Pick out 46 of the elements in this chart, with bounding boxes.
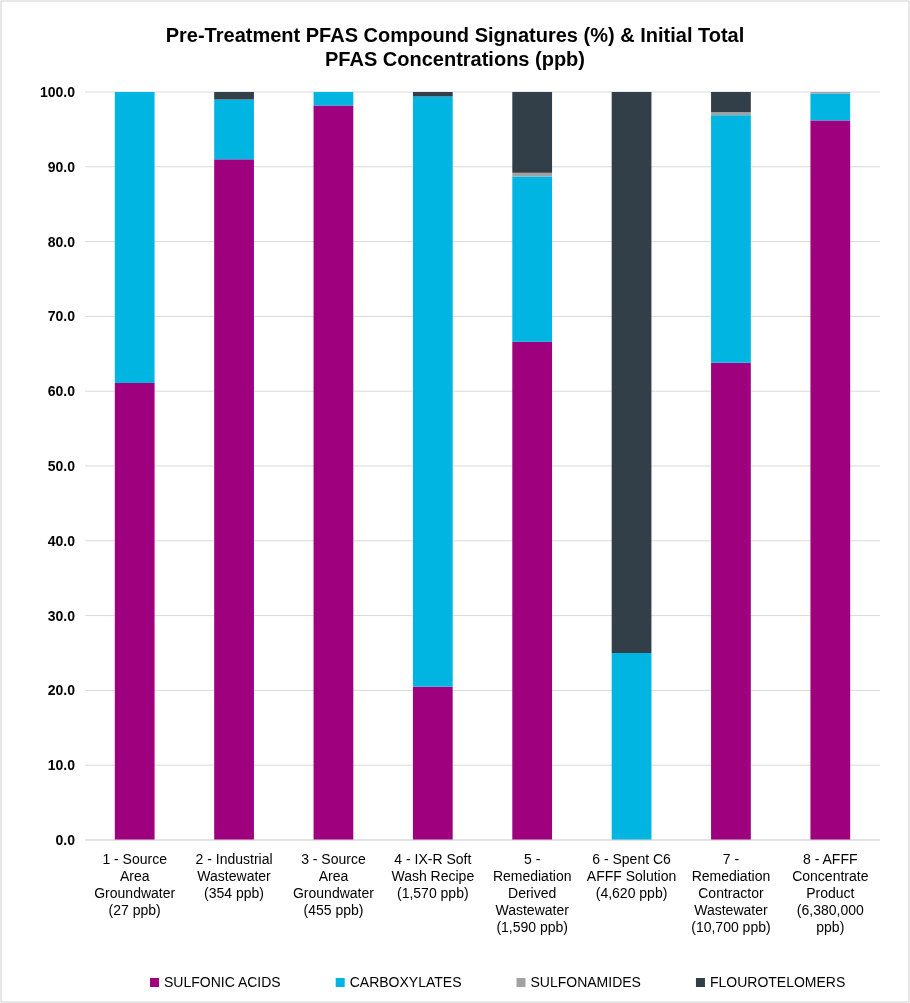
bar xyxy=(412,92,453,97)
y-tick-label: 30.0 xyxy=(47,607,76,624)
y-tick-label: 70.0 xyxy=(47,308,76,325)
bar xyxy=(611,92,652,653)
y-tick-label: 60.0 xyxy=(47,383,76,400)
bar xyxy=(412,686,453,840)
legend-label: SULFONIC ACIDS xyxy=(164,974,281,990)
y-tick-label: 20.0 xyxy=(47,682,76,699)
bar xyxy=(711,362,751,840)
y-tick-label: 40.0 xyxy=(47,532,76,549)
bar xyxy=(114,92,155,383)
x-tick-label: 6 - Spent C6 AFFF Solution (4,620 ppb) xyxy=(586,851,677,901)
bar xyxy=(114,382,155,840)
bar xyxy=(711,112,751,116)
bar xyxy=(810,120,851,840)
bar xyxy=(412,96,453,687)
bar xyxy=(512,172,553,177)
y-tick-label: 80.0 xyxy=(47,233,76,250)
x-tick-label: 3 - Source Area Groundwater (455 ppb) xyxy=(292,851,375,918)
x-tick-label: 5 - Remediation Derived Wastewater (1,590 ppb) xyxy=(492,851,572,935)
x-tick-label: 2 - Industrial Wastewater (354 ppb) xyxy=(195,851,273,901)
y-tick-label: 100.0 xyxy=(39,83,76,100)
bar xyxy=(711,115,751,363)
bar xyxy=(214,99,254,160)
bar xyxy=(313,92,354,106)
x-tick-label: 7 - Remediation Contractor Wastewater (10,700 ppb) xyxy=(691,851,771,935)
x-tick-label: 4 - IX-R Soft Wash Recipe (1,570 ppb) xyxy=(391,851,475,901)
legend-label: SULFONAMIDES xyxy=(530,974,641,990)
bar xyxy=(512,341,553,840)
legend-label: FLOUROTELOMERS xyxy=(709,974,846,990)
bar xyxy=(611,653,652,840)
bar xyxy=(711,92,751,113)
bar xyxy=(214,159,254,840)
x-tick-label: 8 - AFFF Concentrate Product (6,380,000 ppb) xyxy=(792,851,869,935)
y-tick-label: 90.0 xyxy=(47,158,76,175)
y-tick-label: 0.0 xyxy=(55,831,76,848)
y-tick-label: 10.0 xyxy=(47,757,76,774)
y-tick-label: 50.0 xyxy=(47,457,76,474)
legend-label: CARBOXYLATES xyxy=(349,974,462,990)
bar xyxy=(313,105,354,840)
bar xyxy=(512,176,553,342)
bar xyxy=(512,92,553,173)
bar xyxy=(810,93,851,121)
bar xyxy=(214,92,254,100)
chart-title: Pre-Treatment PFAS Compound Signatures (%) & Initial Total PFAS Concentrations (ppb) xyxy=(165,24,745,70)
x-tick-label: 1 - Source Area Groundwater (27 ppb) xyxy=(94,851,176,918)
